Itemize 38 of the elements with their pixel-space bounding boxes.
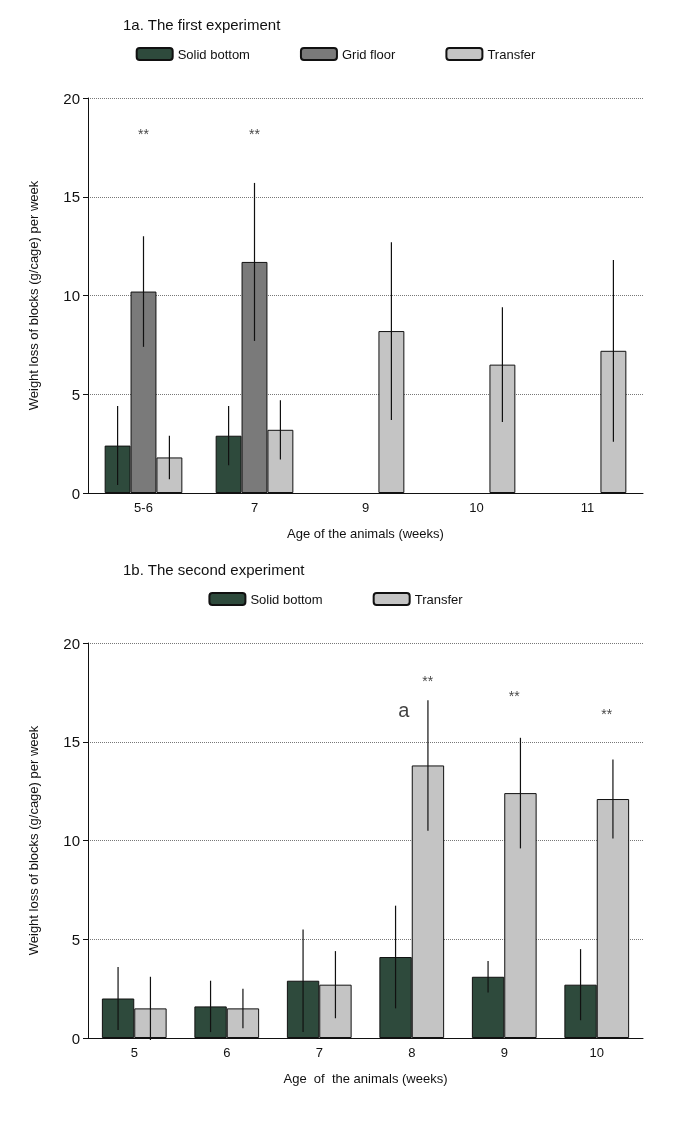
y-tick-label: 10 — [63, 832, 80, 849]
y-axis-title: Weight loss of blocks (g/cage) per week — [26, 180, 41, 411]
y-tick-label: 5 — [71, 385, 80, 403]
x-axis-title: Age of the animals (weeks) — [287, 526, 444, 541]
annotation: ** — [601, 706, 613, 723]
y-tick-label: 5 — [71, 930, 80, 948]
y-tick-label: 15 — [63, 188, 80, 206]
annotation: ** — [422, 672, 434, 689]
y-tick-label: 20 — [63, 634, 80, 652]
annotation: ** — [138, 125, 150, 142]
x-tick-label: 5 — [130, 1045, 138, 1060]
legend-label: Solid bottom — [177, 46, 250, 62]
legend-label: Grid floor — [341, 46, 397, 62]
legend-label: Transfer — [414, 591, 464, 607]
x-tick-label: 11 — [580, 500, 595, 515]
annotation: ** — [249, 125, 261, 142]
x-tick-label: 9 — [500, 1045, 508, 1060]
legend-label: Transfer — [487, 46, 536, 62]
x-tick-label: 8 — [408, 1045, 416, 1060]
y-tick-label: 15 — [63, 733, 80, 751]
x-tick-label: 7 — [250, 500, 259, 515]
chart-title: 1a. The first experiment — [123, 16, 282, 33]
x-tick-label: 10 — [469, 500, 484, 515]
y-tick-label: 20 — [63, 89, 80, 107]
x-tick-label: 6 — [223, 1045, 231, 1060]
chart-title: 1b. The second experiment — [123, 561, 306, 578]
x-tick-label: 9 — [361, 500, 370, 515]
annotation: ** — [508, 688, 521, 705]
y-tick-label: 10 — [63, 287, 80, 304]
legend-label: Solid bottom — [250, 591, 323, 607]
x-axis-title: Age of the animals (weeks) — [283, 1071, 448, 1086]
x-tick-label: 5-6 — [134, 500, 153, 515]
y-tick-label: 0 — [71, 484, 80, 502]
x-tick-label: 7 — [315, 1045, 323, 1060]
x-tick-label: 10 — [589, 1045, 604, 1060]
annotation: a — [398, 699, 411, 722]
y-axis-title: Weight loss of blocks (g/cage) per week — [26, 725, 41, 956]
y-tick-label: 0 — [71, 1029, 80, 1047]
